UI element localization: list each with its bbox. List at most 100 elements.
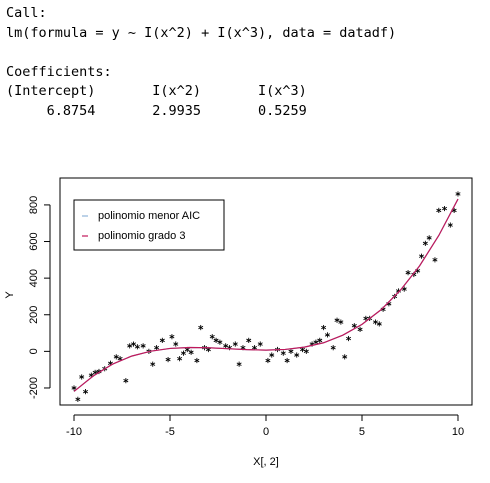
point-stroke	[83, 389, 89, 394]
point	[418, 253, 425, 259]
point	[265, 357, 271, 364]
point-stroke	[236, 362, 242, 366]
legend-label: polinomio menor AIC	[98, 210, 200, 222]
point-stroke	[205, 347, 211, 352]
point	[71, 385, 77, 391]
point	[134, 344, 140, 350]
point	[334, 317, 340, 323]
point	[426, 235, 432, 241]
point-stroke	[330, 346, 336, 350]
point-stroke	[154, 346, 160, 350]
point-stroke	[150, 362, 156, 366]
point	[194, 357, 200, 364]
point	[159, 337, 165, 343]
point-stroke	[334, 318, 340, 322]
point	[83, 389, 89, 395]
point	[131, 341, 137, 347]
point	[150, 361, 156, 367]
point-stroke	[223, 344, 229, 348]
point-stroke	[107, 361, 114, 365]
console-line: (Intercept) I(x^2) I(x^3)	[6, 83, 323, 99]
y-tick-label: -200	[28, 377, 40, 399]
x-axis-title: X[, 2]	[253, 456, 279, 468]
point-stroke	[88, 373, 94, 377]
point-stroke	[169, 335, 175, 339]
point-stroke	[257, 342, 263, 346]
point	[280, 350, 286, 356]
point-stroke	[131, 342, 137, 346]
point-stroke	[351, 324, 357, 328]
point-stroke	[251, 346, 258, 350]
point-stroke	[426, 236, 432, 240]
point	[217, 339, 223, 345]
point-stroke	[217, 340, 223, 344]
point-stroke	[324, 333, 330, 337]
point	[173, 341, 179, 347]
point-stroke	[376, 322, 382, 326]
point	[376, 321, 382, 327]
point-stroke	[447, 223, 453, 227]
point-stroke	[180, 351, 186, 355]
point-stroke	[338, 320, 344, 324]
point	[346, 335, 352, 342]
point-stroke	[442, 206, 448, 211]
point	[209, 334, 215, 340]
x-tick-label: -5	[165, 426, 175, 438]
point	[232, 341, 238, 347]
point-stroke	[123, 378, 129, 383]
point	[357, 326, 363, 332]
point-stroke	[246, 338, 252, 343]
point	[269, 352, 275, 358]
point	[177, 356, 183, 362]
plot-box	[59, 177, 473, 406]
console-line: Call:	[6, 5, 47, 21]
fit-line	[73, 198, 459, 392]
point	[284, 357, 290, 364]
point-stroke	[401, 287, 407, 291]
point-stroke	[265, 358, 271, 363]
point	[198, 324, 204, 331]
point-stroke	[405, 270, 411, 275]
point-stroke	[134, 345, 140, 349]
point	[127, 343, 133, 349]
point-stroke	[240, 346, 246, 350]
point-stroke	[280, 351, 286, 355]
point-stroke	[269, 353, 275, 357]
point	[317, 337, 323, 343]
point	[442, 205, 448, 212]
point	[79, 374, 85, 380]
point-stroke	[288, 349, 294, 354]
point-stroke	[71, 386, 77, 390]
point-stroke	[380, 307, 386, 311]
y-tick-label: 800	[28, 196, 40, 214]
point	[447, 222, 453, 228]
point	[188, 349, 194, 355]
x-tick-label: 0	[263, 426, 269, 438]
x-tick-label: 10	[452, 426, 464, 438]
point	[422, 240, 428, 246]
point	[303, 348, 309, 354]
point	[227, 345, 233, 351]
point	[257, 341, 263, 347]
point	[324, 332, 330, 338]
point	[123, 378, 129, 384]
point-stroke	[184, 347, 190, 352]
point-stroke	[372, 320, 378, 324]
point-stroke	[451, 208, 457, 213]
point-stroke	[418, 254, 425, 258]
point	[288, 348, 294, 354]
point	[169, 334, 175, 340]
point-stroke	[194, 358, 200, 363]
point-stroke	[432, 258, 438, 262]
point	[330, 345, 336, 351]
y-axis-title: Y	[4, 291, 16, 299]
point	[75, 396, 81, 402]
point-stroke	[198, 325, 204, 330]
point-stroke	[113, 355, 119, 359]
point-stroke	[75, 397, 81, 402]
point-stroke	[96, 369, 102, 374]
point	[236, 361, 242, 367]
point-stroke	[213, 338, 219, 343]
point-stroke	[386, 302, 392, 306]
point	[342, 354, 348, 360]
